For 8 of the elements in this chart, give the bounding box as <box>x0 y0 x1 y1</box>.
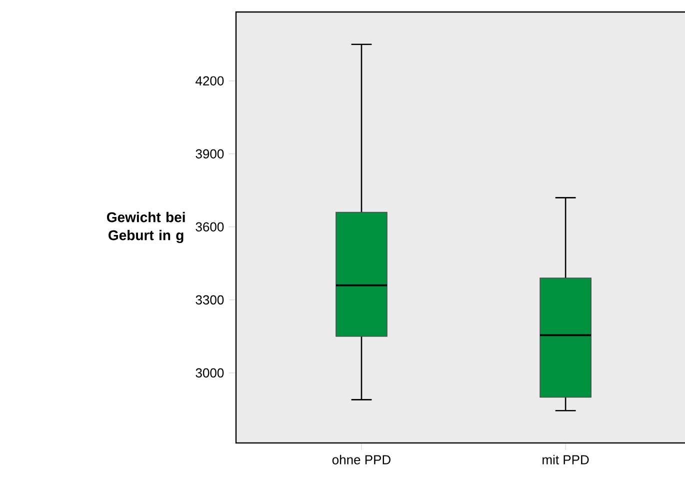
x-tick-label: mit PPD <box>542 454 589 464</box>
y-tick-label: 3900 <box>196 149 224 158</box>
y-tick-label: 4200 <box>196 76 224 86</box>
y-tick-label: 3600 <box>196 222 224 232</box>
y-tick-label: 3300 <box>196 295 224 304</box>
y-tick-label: 3000 <box>196 368 224 378</box>
y-axis-title: Gewicht bei Geburt in g <box>106 212 185 244</box>
x-tick-label: ohne PPD <box>332 454 390 464</box>
